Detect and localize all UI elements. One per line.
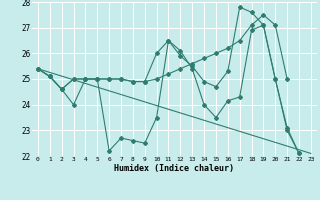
X-axis label: Humidex (Indice chaleur): Humidex (Indice chaleur): [115, 164, 234, 173]
